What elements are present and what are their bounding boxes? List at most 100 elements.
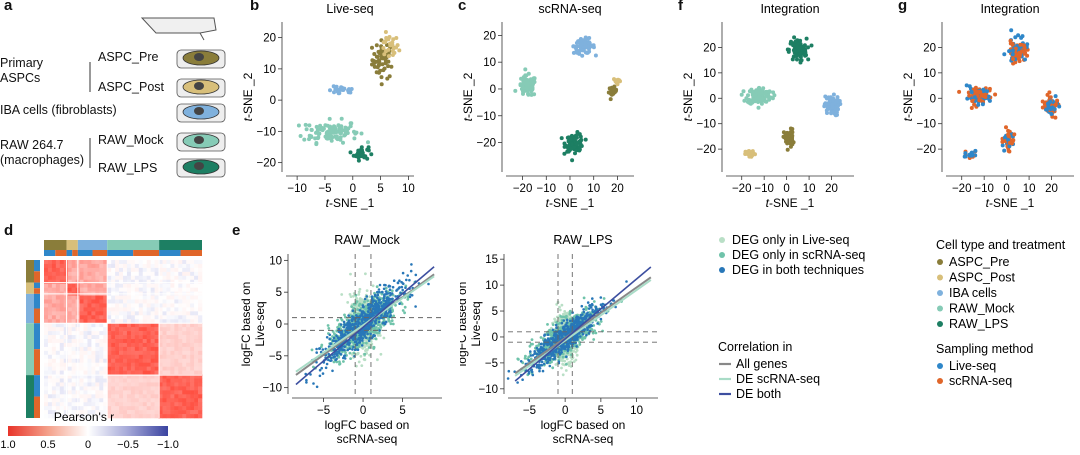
heatmap-cell: [198, 398, 203, 403]
heatmap-cell: [178, 303, 183, 308]
heatmap-cell: [87, 260, 92, 265]
heatmap-cell: [174, 315, 179, 320]
data-point: [1007, 140, 1012, 145]
data-point: [788, 141, 793, 146]
heatmap-cell: [103, 386, 108, 391]
heatmap-cell: [95, 398, 100, 403]
data-point: [526, 71, 531, 76]
heatmap-cell: [154, 271, 159, 277]
heatmap-cell: [79, 346, 84, 352]
heatmap-cell: [119, 331, 124, 336]
heatmap-cell: [154, 287, 159, 292]
heatmap-cell: [55, 354, 61, 360]
heatmap-cell: [95, 406, 100, 411]
nucleus-icon: [194, 53, 204, 61]
data-point: [360, 310, 364, 313]
heatmap-cell: [186, 311, 191, 316]
sampling-bar: [44, 250, 56, 256]
x-tick-label: 20: [611, 183, 624, 195]
y-tick-label: 20: [923, 42, 936, 54]
heatmap-cell: [51, 398, 57, 403]
heatmap-cell: [119, 350, 124, 356]
heatmap-cell: [166, 410, 171, 415]
heatmap-cell: [115, 263, 120, 269]
heatmap-cell: [142, 303, 147, 308]
heatmap-cell: [162, 362, 167, 367]
heatmap-cell: [67, 303, 72, 308]
data-point: [962, 154, 967, 159]
heatmap-cell: [142, 406, 147, 411]
heatmap-cell: [95, 394, 100, 399]
heatmap-cell: [79, 315, 84, 320]
heatmap-cell: [178, 374, 183, 379]
heatmap-cell: [186, 331, 191, 336]
heatmap-cell: [170, 402, 175, 407]
heatmap-cell: [115, 390, 120, 395]
heatmap-cell: [95, 390, 100, 395]
heatmap-cell: [103, 283, 108, 288]
data-point: [1016, 57, 1021, 62]
heatmap-cell: [47, 350, 53, 356]
heatmap-cell: [146, 406, 151, 411]
data-point: [379, 54, 384, 59]
heatmap-cell: [107, 346, 112, 352]
data-point: [365, 344, 369, 347]
heatmap-cell: [178, 275, 183, 281]
data-point: [522, 89, 526, 94]
data-point: [366, 299, 369, 302]
panel-letter-g: g: [898, 0, 908, 14]
data-point: [806, 57, 811, 62]
data-point: [378, 283, 382, 287]
data-point: [307, 133, 312, 138]
heatmap-cell: [194, 366, 199, 371]
chart-title: Integration: [760, 2, 819, 16]
heatmap-cell: [59, 331, 65, 336]
heatmap-cell: [67, 362, 72, 367]
heatmap-cell: [87, 366, 92, 371]
heatmap-cell: [55, 339, 61, 344]
heatmap-cell: [79, 354, 84, 360]
heatmap-cell: [166, 402, 171, 407]
data-point: [1016, 33, 1021, 38]
heatmap-cell: [154, 327, 159, 332]
heatmap-cell: [186, 354, 191, 360]
data-point: [972, 102, 977, 107]
heatmap-cell: [79, 267, 84, 273]
y-tick-label: −10: [256, 126, 276, 138]
data-point: [528, 77, 533, 82]
heatmap-cell: [63, 327, 68, 332]
heatmap-cell: [115, 398, 120, 403]
heatmap-cell: [182, 315, 187, 320]
heatmap-cell: [158, 358, 163, 363]
heatmap-cell: [138, 386, 144, 391]
heatmap-cell: [166, 354, 171, 360]
data-point: [577, 147, 582, 152]
heatmap-cell: [154, 346, 159, 352]
heatmap-cell: [126, 287, 132, 292]
heatmap-cell: [63, 382, 68, 387]
heatmap-cell: [174, 350, 179, 356]
heatmap-cell: [87, 398, 92, 403]
heatmap-cell: [166, 350, 171, 356]
heatmap-cell: [51, 370, 57, 375]
data-point: [349, 326, 352, 329]
heatmap-cell: [44, 394, 49, 399]
heatmap-cell: [87, 283, 92, 288]
heatmap-cell: [162, 366, 167, 371]
heatmap-cell: [115, 319, 120, 324]
heatmap-cell: [83, 260, 88, 265]
heatmap-cell: [186, 260, 191, 265]
data-point: [977, 98, 982, 103]
heatmap-cell: [115, 327, 120, 332]
heatmap-cell: [99, 346, 104, 352]
heatmap-cell: [79, 303, 84, 308]
heatmap-cell: [146, 303, 151, 308]
heatmap-cell: [44, 283, 49, 288]
heatmap-cell: [166, 414, 171, 419]
data-point: [333, 355, 337, 358]
heatmap-cell: [44, 299, 49, 304]
heatmap-cell: [91, 394, 96, 399]
heatmap-cell: [55, 410, 61, 415]
heatmap-cell: [119, 303, 124, 308]
heatmap-cell: [166, 315, 171, 320]
